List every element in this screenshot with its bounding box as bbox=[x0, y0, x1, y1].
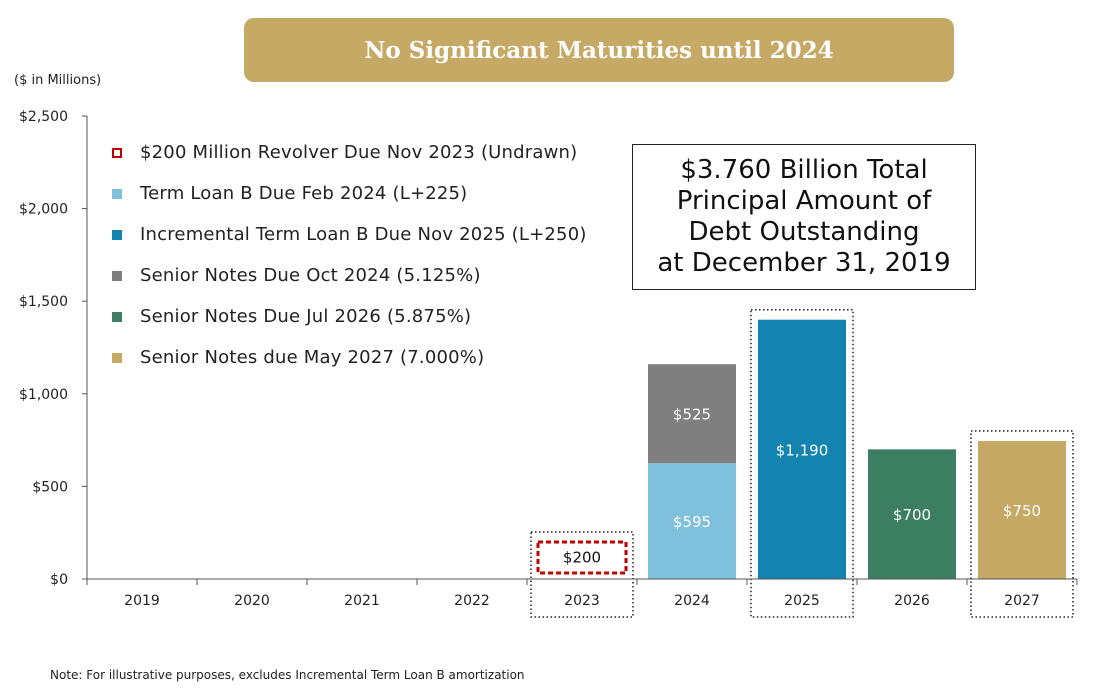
highlight-box bbox=[750, 308, 854, 618]
x-tick-label: 2021 bbox=[344, 593, 380, 609]
legend-item: Senior Notes Due Oct 2024 (5.125%) bbox=[112, 255, 587, 296]
x-tick-label: 2027 bbox=[1004, 593, 1040, 609]
legend-swatch bbox=[112, 311, 122, 322]
callout-line: Principal Amount of bbox=[676, 186, 932, 216]
bar-label: $750 bbox=[1003, 502, 1041, 520]
bar-segment bbox=[648, 364, 736, 464]
legend-label: Senior Notes Due Jul 2026 (5.875%) bbox=[140, 306, 472, 327]
legend-item: Senior Notes Due Jul 2026 (5.875%) bbox=[112, 296, 587, 337]
units-label: ($ in Millions) bbox=[14, 73, 102, 88]
bar-segment bbox=[758, 319, 846, 579]
callout-line: $3.760 Billion Total bbox=[680, 155, 928, 185]
legend-label: Term Loan B Due Feb 2024 (L+225) bbox=[140, 183, 468, 204]
y-tick-label: $0 bbox=[50, 572, 68, 588]
bar-label: $700 bbox=[893, 506, 931, 524]
legend-item: Incremental Term Loan B Due Nov 2025 (L+… bbox=[112, 214, 587, 255]
legend-item: Senior Notes due May 2027 (7.000%) bbox=[112, 337, 587, 378]
total-debt-callout: $3.760 Billion Total Principal Amount of D… bbox=[632, 144, 976, 290]
legend-label: Senior Notes Due Oct 2024 (5.125%) bbox=[140, 265, 481, 286]
legend: $200 Million Revolver Due Nov 2023 (Undr… bbox=[112, 132, 587, 378]
x-tick-label: 2025 bbox=[784, 593, 820, 609]
y-tick-label: $1,000 bbox=[19, 387, 68, 403]
bar-label: $200 bbox=[563, 548, 601, 566]
y-tick-label: $500 bbox=[32, 479, 68, 495]
legend-item: Term Loan B Due Feb 2024 (L+225) bbox=[112, 173, 587, 214]
x-tick-label: 2023 bbox=[564, 593, 600, 609]
callout-line: Debt Outstanding bbox=[688, 217, 920, 247]
bar-label: $595 bbox=[673, 513, 711, 531]
legend-label: $200 Million Revolver Due Nov 2023 (Undr… bbox=[140, 142, 578, 163]
x-tick-label: 2019 bbox=[124, 593, 160, 609]
legend-swatch bbox=[112, 229, 122, 240]
legend-swatch bbox=[112, 270, 122, 281]
legend-item: $200 Million Revolver Due Nov 2023 (Undr… bbox=[112, 132, 587, 173]
legend-label: Incremental Term Loan B Due Nov 2025 (L+… bbox=[140, 224, 587, 245]
legend-swatch bbox=[112, 352, 122, 363]
y-tick-label: $1,500 bbox=[19, 294, 68, 310]
x-tick-label: 2024 bbox=[674, 593, 710, 609]
title-banner: No Significant Maturities until 2024 bbox=[244, 18, 954, 82]
chart-title: No Significant Maturities until 2024 bbox=[364, 36, 834, 64]
callout-line: at December 31, 2019 bbox=[657, 248, 951, 278]
x-tick-label: 2026 bbox=[894, 593, 930, 609]
y-tick-label: $2,500 bbox=[19, 109, 68, 125]
legend-label: Senior Notes due May 2027 (7.000%) bbox=[140, 347, 485, 368]
bar-segment bbox=[648, 463, 736, 579]
legend-swatch bbox=[112, 147, 122, 158]
footnote: Note: For illustrative purposes, exclude… bbox=[50, 668, 525, 682]
x-tick-label: 2022 bbox=[454, 593, 490, 609]
highlight-box bbox=[530, 531, 634, 618]
x-tick-label: 2020 bbox=[234, 593, 270, 609]
bar-label: $525 bbox=[673, 406, 711, 424]
y-tick-label: $2,000 bbox=[19, 202, 68, 218]
bar-segment bbox=[536, 540, 628, 575]
bar-segment bbox=[868, 449, 956, 579]
legend-swatch bbox=[112, 188, 122, 199]
bar-label: $1,190 bbox=[776, 441, 829, 459]
bar-segment bbox=[978, 441, 1066, 579]
